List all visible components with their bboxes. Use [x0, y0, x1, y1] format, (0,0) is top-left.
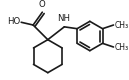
Text: HO: HO [7, 17, 20, 26]
Text: NH: NH [57, 14, 70, 23]
Text: CH₃: CH₃ [114, 42, 129, 52]
Text: CH₃: CH₃ [114, 20, 129, 30]
Text: O: O [39, 0, 46, 9]
